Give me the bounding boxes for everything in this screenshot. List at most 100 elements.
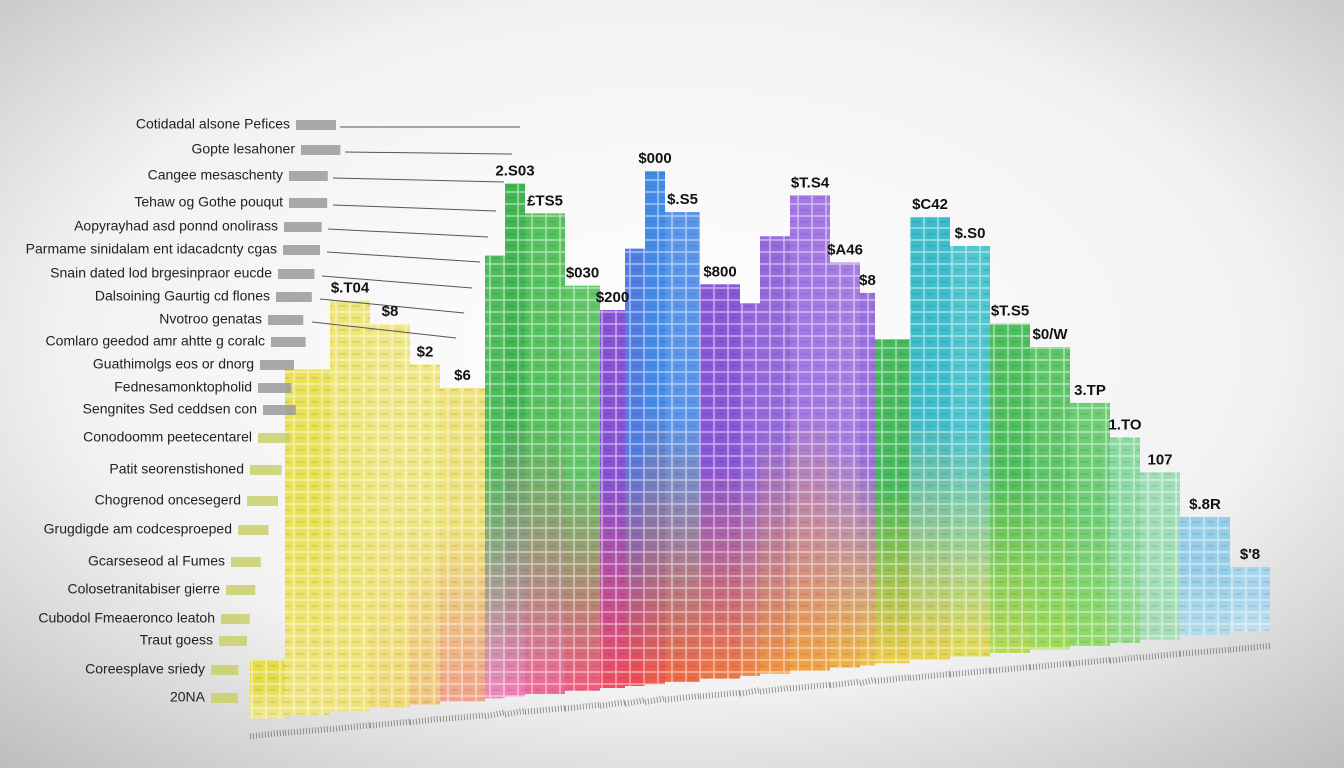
bar-texture bbox=[990, 323, 1030, 653]
top-label: $8 bbox=[859, 272, 876, 289]
row-label: Parmame sinidalam ent idacadcnty cgas bbox=[26, 241, 277, 257]
row-bar bbox=[258, 433, 291, 443]
bar-texture bbox=[760, 236, 790, 674]
bar-texture bbox=[740, 303, 760, 676]
top-label: 3.TP bbox=[1074, 382, 1106, 399]
row-label: Comlaro geedod amr ahtte g coralc bbox=[46, 333, 265, 349]
row-bar bbox=[258, 383, 292, 393]
top-label: 1.TO bbox=[1108, 417, 1141, 434]
row-label: Nvotroo genatas bbox=[159, 311, 262, 327]
row-bar bbox=[268, 315, 304, 325]
top-label: $.T04 bbox=[331, 280, 370, 297]
row-label: Grugdigde am codcesproeped bbox=[44, 521, 232, 537]
row-bar bbox=[221, 614, 250, 624]
row-bar bbox=[247, 496, 278, 506]
labels: Cotidadal alsone Pefices Gopte lesahoner C… bbox=[26, 116, 1260, 705]
row-bar bbox=[283, 245, 320, 255]
bar-texture bbox=[910, 217, 950, 660]
leader-line bbox=[326, 251, 481, 263]
row-label: Snain dated lod brgesinpraor eucde bbox=[50, 265, 272, 281]
top-label: $A46 bbox=[827, 241, 863, 258]
row-bar bbox=[271, 337, 306, 347]
bar-texture bbox=[1180, 516, 1230, 636]
axis-scribble bbox=[1139, 650, 1181, 661]
bar-texture bbox=[1030, 347, 1070, 650]
row-bar bbox=[219, 636, 247, 646]
axis-scribble bbox=[1229, 642, 1271, 653]
bar-texture bbox=[790, 195, 830, 671]
axis-scribble bbox=[739, 686, 761, 697]
row-bar bbox=[238, 525, 269, 535]
axis-scribble bbox=[829, 678, 861, 689]
row-bar bbox=[211, 665, 239, 675]
row-label: Tehaw og Gothe pouqut bbox=[134, 194, 283, 210]
bar-texture bbox=[250, 659, 285, 719]
row-bar bbox=[296, 120, 336, 130]
bar-texture bbox=[1230, 566, 1270, 632]
bar-texture bbox=[1070, 402, 1110, 646]
row-label: Gopte lesahoner bbox=[191, 141, 295, 157]
row-bar bbox=[211, 693, 238, 703]
leader-line bbox=[321, 275, 473, 289]
axis-scribble bbox=[484, 709, 506, 720]
bar-texture bbox=[830, 262, 860, 668]
bar-texture bbox=[485, 255, 505, 699]
axis-scribble bbox=[909, 671, 951, 681]
bar-texture bbox=[525, 213, 565, 694]
top-label: £TS5 bbox=[527, 192, 563, 209]
bar-texture bbox=[665, 212, 700, 682]
row-label: 20NA bbox=[170, 689, 206, 705]
row-bar bbox=[289, 171, 328, 181]
row-label: Traut goess bbox=[140, 632, 213, 648]
top-label: $800 bbox=[703, 263, 736, 280]
top-label: $T.S4 bbox=[791, 174, 830, 191]
bar-texture bbox=[410, 364, 440, 705]
row-label: Cotidadal alsone Pefices bbox=[136, 116, 290, 132]
bar-texture bbox=[875, 339, 910, 664]
top-label: $.8R bbox=[1189, 496, 1221, 513]
bar-texture bbox=[440, 388, 485, 702]
row-bar bbox=[226, 585, 256, 595]
top-label: $6 bbox=[454, 367, 471, 384]
row-label: Conodoomm peetecentarel bbox=[83, 429, 252, 445]
top-label: $8 bbox=[382, 303, 399, 320]
axis-scribble bbox=[759, 684, 791, 695]
axis-scribble bbox=[599, 699, 626, 709]
row-label: Chogrenod oncesegerd bbox=[95, 492, 241, 508]
row-label: Aopyrayhad asd ponnd onolirass bbox=[74, 218, 278, 234]
top-label: $.S5 bbox=[667, 191, 698, 208]
bar-texture bbox=[950, 246, 990, 657]
axis-scribble bbox=[949, 667, 991, 678]
top-label: $000 bbox=[638, 150, 671, 167]
bar-texture bbox=[860, 292, 875, 666]
row-bar bbox=[260, 360, 294, 370]
axis-scribble bbox=[624, 697, 646, 707]
bar-texture bbox=[285, 369, 330, 715]
top-label: $030 bbox=[566, 265, 599, 282]
bar-texture bbox=[1110, 437, 1140, 643]
row-bar bbox=[263, 405, 296, 415]
top-label: 2.S03 bbox=[495, 163, 534, 180]
row-label: Dalsoining Gaurtig cd flones bbox=[95, 288, 270, 304]
row-bar bbox=[276, 292, 312, 302]
axis-scribble bbox=[859, 676, 876, 687]
row-label: Cangee mesaschenty bbox=[148, 167, 283, 183]
row-label: Guathimolgs eos or dnorg bbox=[93, 356, 254, 372]
top-label: $C42 bbox=[912, 196, 948, 213]
top-label: $'8 bbox=[1240, 546, 1260, 563]
leader-line bbox=[311, 321, 457, 339]
row-bar bbox=[250, 465, 282, 475]
axis-scribble bbox=[1069, 656, 1111, 667]
top-label: $0/W bbox=[1032, 326, 1068, 343]
bar-texture bbox=[600, 310, 625, 689]
leader-line bbox=[332, 204, 497, 212]
bar-texture bbox=[370, 324, 410, 708]
row-label: Colosetranitabiser gierre bbox=[67, 581, 220, 597]
axis-scribble bbox=[1109, 653, 1141, 664]
row-label: Sengnites Sed ceddsen con bbox=[83, 401, 257, 417]
bar-texture bbox=[1140, 472, 1180, 640]
top-label: $T.S5 bbox=[991, 303, 1029, 320]
axis-scribble bbox=[789, 681, 831, 692]
